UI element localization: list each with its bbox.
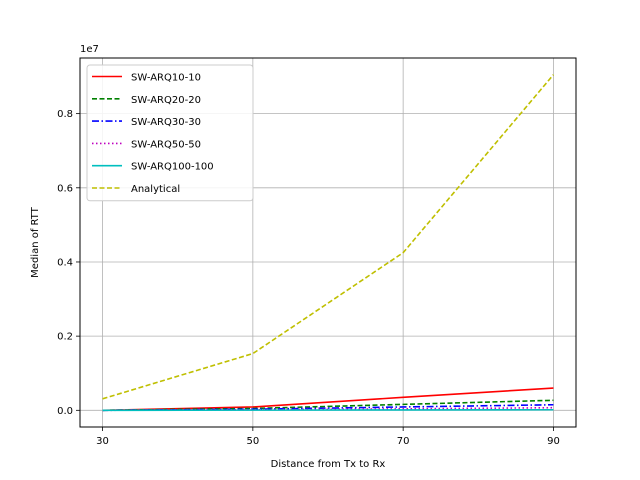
y-tick-label: 0.6 [57,183,73,194]
axes-frame [79,57,577,428]
x-axis-label: Distance from Tx to Rx [271,459,386,470]
legend-label: SW-ARQ30-30 [131,117,201,128]
y-axis-label: Median of RTT [30,206,41,278]
y-tick-label: 0.4 [57,257,73,268]
legend-box [86,64,254,202]
x-tick-label: 70 [397,436,410,447]
series-line [102,399,554,412]
legend-label: SW-ARQ100-100 [131,162,214,173]
x-tick-label: 50 [246,436,259,447]
legend-label: SW-ARQ20-20 [131,95,201,106]
plot-series [102,74,555,412]
x-tick-label: 90 [547,436,560,447]
y-tick-label: 0.2 [57,332,73,343]
y-tick-label: 0.0 [57,406,73,417]
x-axis-ticks: 30 50 70 90 [96,427,560,447]
legend-label: SW-ARQ50-50 [131,139,201,150]
y-axis-ticks: 0.0 0.2 0.4 0.6 0.8 [57,109,80,417]
x-tick-label: 30 [96,436,109,447]
series-line [102,74,555,400]
legend: SW-ARQ10-10 SW-ARQ20-20 SW-ARQ30-30 SW-ARQ5… [86,64,254,202]
y-offset-label: 1e7 [80,44,99,55]
y-tick-label: 0.8 [57,109,73,120]
legend-label: SW-ARQ10-10 [131,73,201,84]
series-line [102,408,554,412]
legend-label: Analytical [131,184,180,195]
